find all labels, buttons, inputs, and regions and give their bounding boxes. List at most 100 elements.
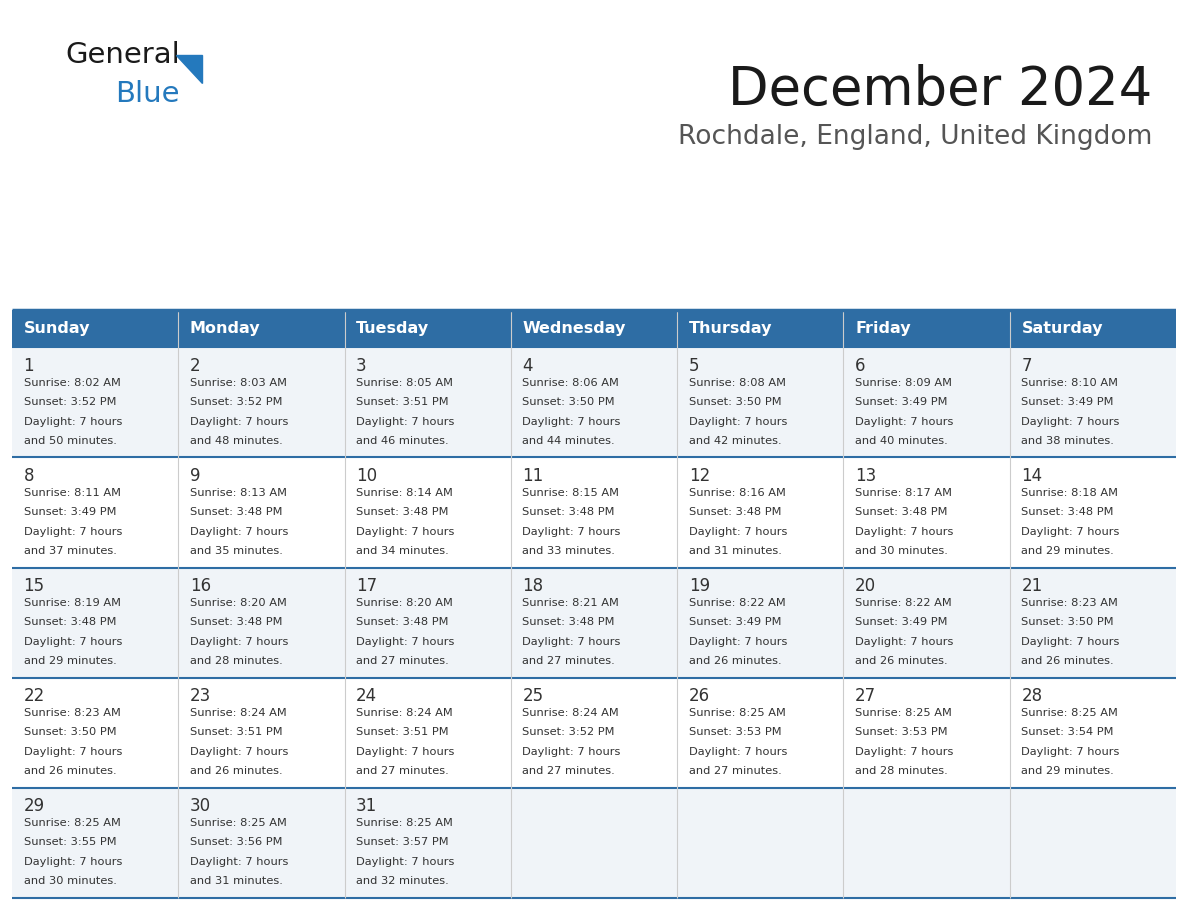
Text: Daylight: 7 hours: Daylight: 7 hours	[24, 637, 122, 646]
Text: and 33 minutes.: and 33 minutes.	[523, 546, 615, 556]
Text: Sunset: 3:56 PM: Sunset: 3:56 PM	[190, 837, 283, 847]
Text: Sunrise: 8:24 AM: Sunrise: 8:24 AM	[190, 708, 286, 718]
Text: 23: 23	[190, 688, 211, 705]
Text: Sunset: 3:48 PM: Sunset: 3:48 PM	[356, 617, 449, 627]
Text: and 48 minutes.: and 48 minutes.	[190, 436, 283, 446]
Text: Daylight: 7 hours: Daylight: 7 hours	[356, 746, 455, 756]
Text: and 27 minutes.: and 27 minutes.	[356, 766, 449, 776]
Text: Daylight: 7 hours: Daylight: 7 hours	[190, 417, 289, 427]
Text: Sunrise: 8:06 AM: Sunrise: 8:06 AM	[523, 378, 619, 388]
Text: and 28 minutes.: and 28 minutes.	[855, 766, 948, 776]
Text: Daylight: 7 hours: Daylight: 7 hours	[523, 637, 621, 646]
Text: and 29 minutes.: and 29 minutes.	[1022, 546, 1114, 556]
Text: 22: 22	[24, 688, 45, 705]
FancyBboxPatch shape	[1010, 310, 1176, 347]
Text: Sunset: 3:49 PM: Sunset: 3:49 PM	[855, 617, 948, 627]
Text: Daylight: 7 hours: Daylight: 7 hours	[190, 637, 289, 646]
Text: Sunrise: 8:23 AM: Sunrise: 8:23 AM	[24, 708, 120, 718]
Text: Sunrise: 8:02 AM: Sunrise: 8:02 AM	[24, 378, 120, 388]
Text: Daylight: 7 hours: Daylight: 7 hours	[1022, 527, 1120, 537]
Text: 12: 12	[689, 467, 710, 485]
Text: 17: 17	[356, 577, 378, 595]
Text: and 31 minutes.: and 31 minutes.	[689, 546, 782, 556]
Text: and 31 minutes.: and 31 minutes.	[190, 876, 283, 886]
Text: and 46 minutes.: and 46 minutes.	[356, 436, 449, 446]
Text: and 27 minutes.: and 27 minutes.	[689, 766, 782, 776]
Text: Sunrise: 8:10 AM: Sunrise: 8:10 AM	[1022, 378, 1118, 388]
Text: Sunset: 3:48 PM: Sunset: 3:48 PM	[190, 617, 283, 627]
Text: and 26 minutes.: and 26 minutes.	[24, 766, 116, 776]
Text: and 26 minutes.: and 26 minutes.	[689, 656, 782, 666]
Text: and 26 minutes.: and 26 minutes.	[1022, 656, 1114, 666]
Text: Daylight: 7 hours: Daylight: 7 hours	[689, 527, 788, 537]
Text: Sunrise: 8:16 AM: Sunrise: 8:16 AM	[689, 488, 785, 498]
Text: Daylight: 7 hours: Daylight: 7 hours	[1022, 417, 1120, 427]
Text: and 30 minutes.: and 30 minutes.	[855, 546, 948, 556]
Text: 19: 19	[689, 577, 710, 595]
Text: 14: 14	[1022, 467, 1043, 485]
Text: Daylight: 7 hours: Daylight: 7 hours	[356, 637, 455, 646]
Text: 24: 24	[356, 688, 378, 705]
Text: Daylight: 7 hours: Daylight: 7 hours	[523, 417, 621, 427]
Text: 1: 1	[24, 357, 34, 375]
Text: Sunset: 3:51 PM: Sunset: 3:51 PM	[356, 397, 449, 408]
Text: Sunset: 3:49 PM: Sunset: 3:49 PM	[24, 508, 116, 517]
Text: and 27 minutes.: and 27 minutes.	[523, 766, 615, 776]
Text: 2: 2	[190, 357, 201, 375]
Text: and 30 minutes.: and 30 minutes.	[24, 876, 116, 886]
Text: 5: 5	[689, 357, 700, 375]
Text: 20: 20	[855, 577, 877, 595]
Text: Sunset: 3:48 PM: Sunset: 3:48 PM	[523, 508, 615, 517]
Text: Sunrise: 8:18 AM: Sunrise: 8:18 AM	[1022, 488, 1118, 498]
Text: Sunrise: 8:24 AM: Sunrise: 8:24 AM	[523, 708, 619, 718]
Text: Daylight: 7 hours: Daylight: 7 hours	[855, 637, 954, 646]
Text: Sunset: 3:50 PM: Sunset: 3:50 PM	[523, 397, 615, 408]
Text: Sunrise: 8:15 AM: Sunrise: 8:15 AM	[523, 488, 619, 498]
Text: 11: 11	[523, 467, 544, 485]
Text: 30: 30	[190, 797, 211, 815]
FancyBboxPatch shape	[12, 567, 1176, 677]
Text: Daylight: 7 hours: Daylight: 7 hours	[689, 417, 788, 427]
FancyBboxPatch shape	[12, 457, 1176, 567]
Text: 16: 16	[190, 577, 211, 595]
Text: and 50 minutes.: and 50 minutes.	[24, 436, 116, 446]
Text: Sunset: 3:50 PM: Sunset: 3:50 PM	[689, 397, 782, 408]
Text: Sunset: 3:48 PM: Sunset: 3:48 PM	[356, 508, 449, 517]
Text: Sunrise: 8:09 AM: Sunrise: 8:09 AM	[855, 378, 952, 388]
Text: Daylight: 7 hours: Daylight: 7 hours	[190, 527, 289, 537]
FancyBboxPatch shape	[677, 310, 843, 347]
FancyBboxPatch shape	[511, 310, 677, 347]
Text: and 27 minutes.: and 27 minutes.	[523, 656, 615, 666]
Text: Daylight: 7 hours: Daylight: 7 hours	[689, 746, 788, 756]
FancyBboxPatch shape	[12, 347, 1176, 457]
Text: Sunrise: 8:22 AM: Sunrise: 8:22 AM	[689, 598, 785, 608]
Text: Friday: Friday	[855, 321, 911, 336]
FancyBboxPatch shape	[345, 310, 511, 347]
Text: and 32 minutes.: and 32 minutes.	[356, 876, 449, 886]
Text: Sunrise: 8:11 AM: Sunrise: 8:11 AM	[24, 488, 120, 498]
Text: Daylight: 7 hours: Daylight: 7 hours	[523, 746, 621, 756]
Text: Sunset: 3:49 PM: Sunset: 3:49 PM	[689, 617, 782, 627]
Text: Tuesday: Tuesday	[356, 321, 429, 336]
Text: 9: 9	[190, 467, 201, 485]
Text: 6: 6	[855, 357, 866, 375]
Text: Sunset: 3:49 PM: Sunset: 3:49 PM	[1022, 397, 1114, 408]
Text: 15: 15	[24, 577, 45, 595]
Text: and 35 minutes.: and 35 minutes.	[190, 546, 283, 556]
Text: Rochdale, England, United Kingdom: Rochdale, England, United Kingdom	[678, 124, 1152, 150]
Text: 3: 3	[356, 357, 367, 375]
Text: 7: 7	[1022, 357, 1032, 375]
Text: Thursday: Thursday	[689, 321, 772, 336]
Text: 8: 8	[24, 467, 34, 485]
FancyBboxPatch shape	[12, 310, 178, 347]
Text: Sunrise: 8:25 AM: Sunrise: 8:25 AM	[689, 708, 785, 718]
Text: Sunset: 3:48 PM: Sunset: 3:48 PM	[1022, 508, 1114, 517]
Text: Sunset: 3:52 PM: Sunset: 3:52 PM	[24, 397, 116, 408]
Text: and 28 minutes.: and 28 minutes.	[190, 656, 283, 666]
Text: Sunrise: 8:25 AM: Sunrise: 8:25 AM	[190, 818, 286, 828]
Text: Daylight: 7 hours: Daylight: 7 hours	[523, 527, 621, 537]
Text: Daylight: 7 hours: Daylight: 7 hours	[1022, 746, 1120, 756]
Text: 25: 25	[523, 688, 544, 705]
Text: Daylight: 7 hours: Daylight: 7 hours	[1022, 637, 1120, 646]
Text: Sunset: 3:52 PM: Sunset: 3:52 PM	[190, 397, 283, 408]
